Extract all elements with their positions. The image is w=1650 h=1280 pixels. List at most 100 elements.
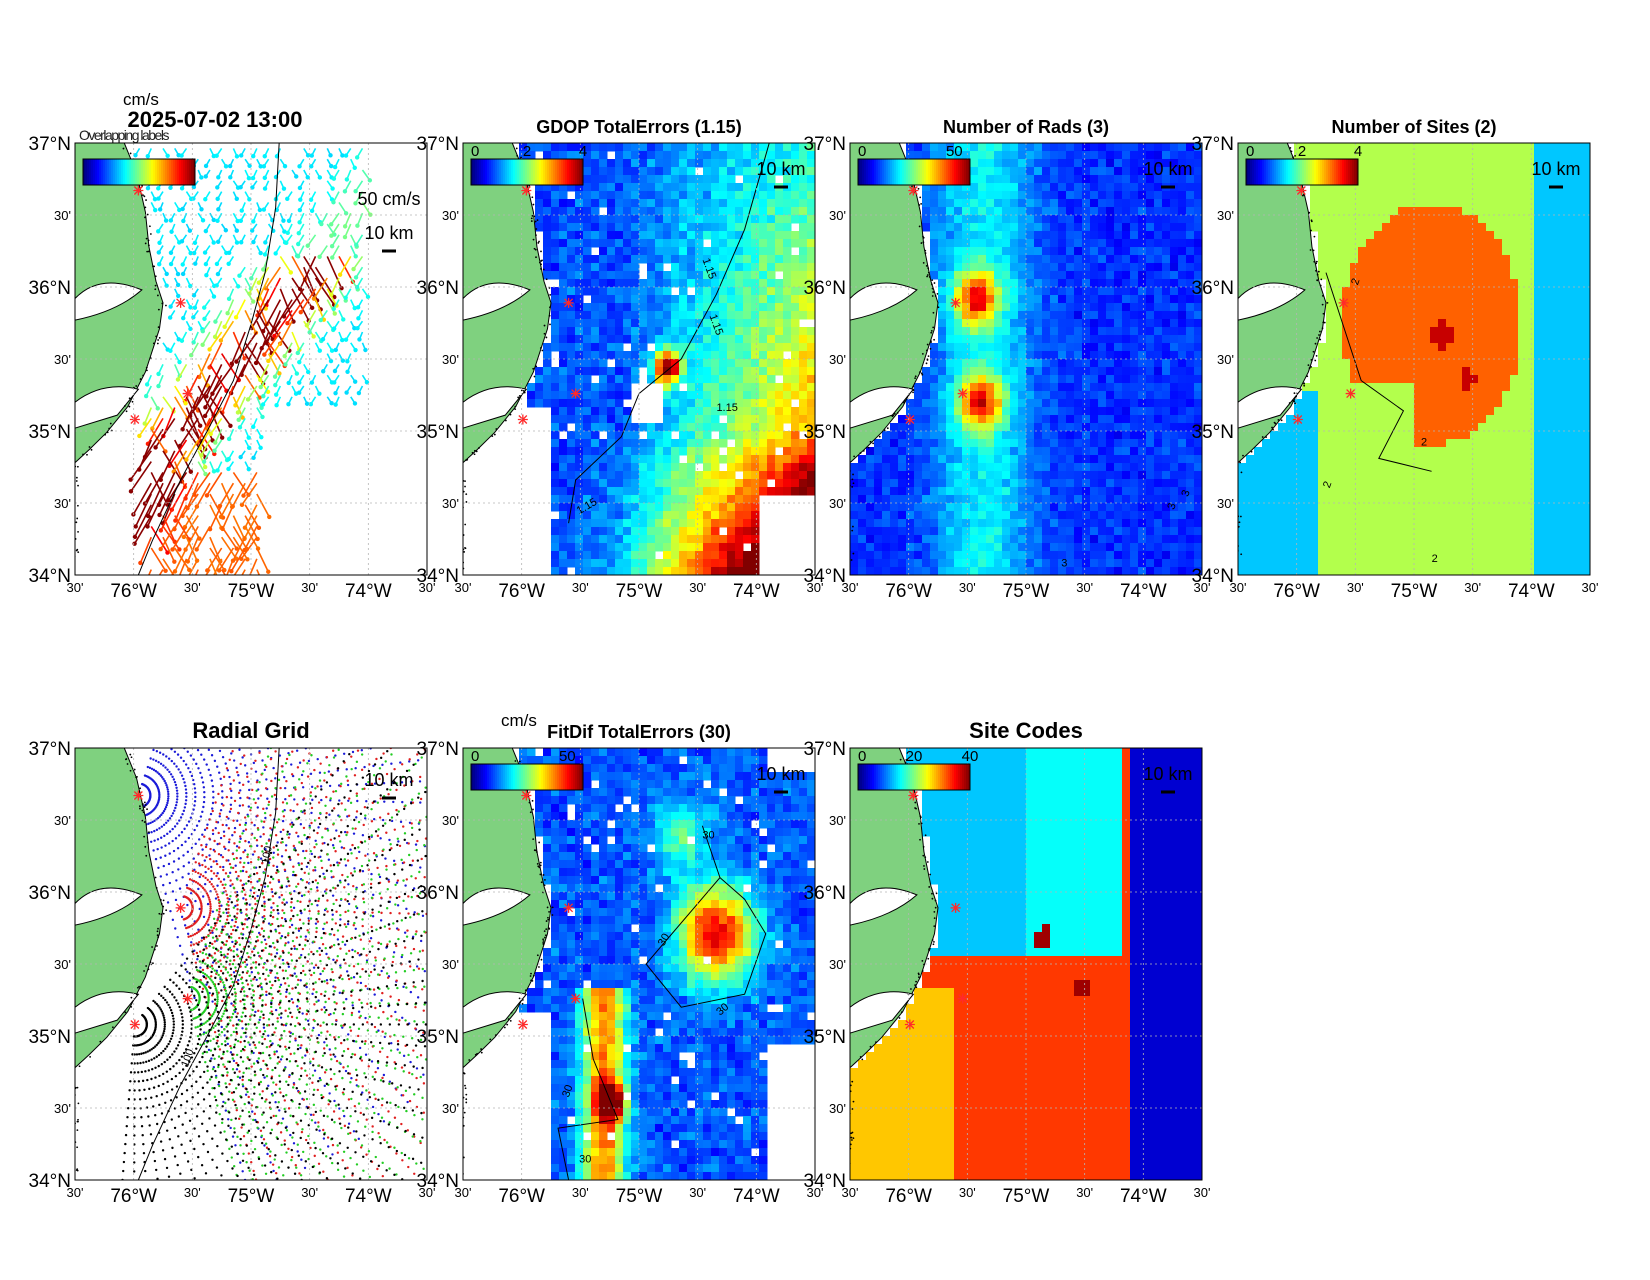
heatmap-cell <box>1106 159 1115 168</box>
heatmap-cell <box>783 207 792 216</box>
heatmap-cell <box>946 535 955 544</box>
heatmap-cell <box>1026 231 1035 240</box>
heatmap-cell <box>767 359 776 368</box>
vector-head <box>333 369 337 373</box>
heatmap-cell <box>922 439 931 448</box>
heatmap-cell <box>1194 487 1203 496</box>
heatmap-cell <box>687 431 696 440</box>
heatmap-cell <box>719 287 728 296</box>
heatmap-cell <box>791 383 800 392</box>
coast-dot <box>132 401 134 403</box>
heatmap-cell <box>1034 479 1043 488</box>
heatmap-cell <box>735 255 744 264</box>
heatmap-cell <box>1010 319 1019 328</box>
heatmap-cell <box>543 191 552 200</box>
heatmap-cell <box>679 423 688 432</box>
heatmap-cell <box>954 439 963 448</box>
vector-head <box>208 580 212 584</box>
heatmap-cell <box>1106 303 1115 312</box>
heatmap-cell <box>1154 479 1163 488</box>
heatmap-cell <box>1082 199 1091 208</box>
heatmap-cell <box>1106 215 1115 224</box>
heatmap-cell <box>882 535 891 544</box>
heatmap-cell <box>914 455 923 464</box>
heatmap-cell <box>890 519 899 528</box>
heatmap-cell <box>743 447 752 456</box>
heatmap-cell <box>663 527 672 536</box>
heatmap-cell <box>1098 447 1107 456</box>
heatmap-cell <box>679 335 688 344</box>
heatmap-cell <box>719 239 728 248</box>
heatmap-cell <box>1018 231 1027 240</box>
heatmap-cell <box>1010 519 1019 528</box>
heatmap-cell <box>759 351 768 360</box>
heatmap-cell <box>751 319 760 328</box>
heatmap-cell <box>791 351 800 360</box>
vector-head <box>184 457 188 461</box>
heatmap-cell <box>551 519 560 528</box>
current-vector <box>236 300 245 318</box>
heatmap-cell <box>986 159 995 168</box>
heatmap-cell <box>615 367 624 376</box>
heatmap-cell <box>687 231 696 240</box>
heatmap-cell <box>591 279 600 288</box>
vector-head <box>296 242 300 246</box>
heatmap-cell <box>639 319 648 328</box>
heatmap-cell <box>986 151 995 160</box>
heatmap-cell <box>1178 383 1187 392</box>
heatmap-cell <box>703 471 712 480</box>
heatmap-cell <box>559 375 568 384</box>
heatmap-cell <box>1114 223 1123 232</box>
coast-dot <box>540 347 542 349</box>
vector-head <box>285 321 289 325</box>
heatmap-cell <box>767 423 776 432</box>
heatmap-cell <box>1082 287 1091 296</box>
heatmap-cell <box>791 479 800 488</box>
heatmap-cell <box>1114 343 1123 352</box>
heatmap-cell <box>1138 383 1147 392</box>
vector-head <box>216 272 220 276</box>
heatmap-cell <box>599 295 608 304</box>
heatmap-cell <box>671 311 680 320</box>
heatmap-cell <box>687 303 696 312</box>
colorbar-segment <box>109 159 111 185</box>
vector-head <box>165 272 169 276</box>
heatmap-cell <box>615 335 624 344</box>
heatmap-cell <box>1098 311 1107 320</box>
heatmap-cell <box>599 215 608 224</box>
heatmap-cell <box>866 479 875 488</box>
vector-head <box>332 307 336 311</box>
heatmap-cell <box>727 175 736 184</box>
heatmap-cell <box>1154 455 1163 464</box>
heatmap-cell <box>607 383 616 392</box>
heatmap-cell <box>1026 535 1035 544</box>
heatmap-cell <box>930 359 939 368</box>
heatmap-cell <box>1194 479 1203 488</box>
heatmap-cell <box>567 447 576 456</box>
heatmap-cell <box>583 543 592 552</box>
heatmap-cell <box>1066 367 1075 376</box>
coast-dot <box>460 541 462 543</box>
heatmap-cell <box>615 207 624 216</box>
heatmap-cell <box>551 335 560 344</box>
heatmap-cell <box>591 487 600 496</box>
heatmap-cell <box>559 351 568 360</box>
heatmap-cell <box>687 511 696 520</box>
heatmap-cell <box>1010 527 1019 536</box>
vector-head <box>213 319 217 323</box>
heatmap-cell <box>1170 375 1179 384</box>
colorbar-segment <box>151 159 153 185</box>
heatmap-cell <box>978 215 987 224</box>
heatmap-cell <box>775 143 784 152</box>
heatmap-cell <box>719 391 728 400</box>
heatmap-cell <box>1010 407 1019 416</box>
heatmap-cell <box>567 143 576 152</box>
heatmap-cell <box>1170 535 1179 544</box>
colorbar-segment <box>533 159 535 185</box>
current-vector <box>163 397 174 412</box>
heatmap-cell <box>1042 415 1051 424</box>
heatmap-cell <box>1010 463 1019 472</box>
heatmap-cell <box>1002 439 1011 448</box>
heatmap-cell <box>1042 343 1051 352</box>
vector-head <box>329 359 333 363</box>
